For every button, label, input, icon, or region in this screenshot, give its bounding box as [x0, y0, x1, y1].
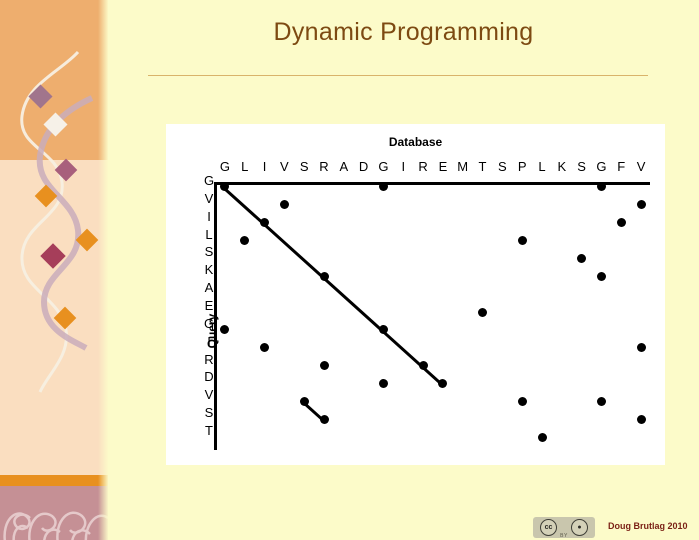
database-letter: E: [438, 159, 448, 174]
database-letter: M: [457, 159, 469, 174]
match-dot-on-path: [319, 271, 329, 281]
page-title: Dynamic Programming: [273, 18, 534, 46]
sidebar-feather-edge: [98, 0, 108, 540]
database-letter: S: [498, 159, 507, 174]
match-dot: [596, 182, 606, 192]
match-dot-on-path: [378, 325, 388, 335]
match-dot: [596, 396, 606, 406]
match-dot: [596, 271, 606, 281]
dotplot-area: [214, 182, 650, 450]
database-letter: I: [262, 159, 267, 174]
match-dot: [319, 361, 329, 371]
match-dot: [299, 396, 309, 406]
query-letter: K: [204, 262, 214, 278]
database-letter: K: [557, 159, 567, 174]
database-letter: G: [596, 159, 607, 174]
paisley-pattern-icon: [3, 511, 108, 540]
match-dot: [517, 236, 527, 246]
match-dot-on-path: [260, 218, 270, 228]
creative-commons-badge[interactable]: cc ● BY: [533, 517, 595, 539]
database-letter: F: [617, 159, 626, 174]
cc-by-label: BY: [560, 533, 568, 539]
figure-title: Database: [388, 135, 443, 149]
ribbon-swirls-icon: [20, 50, 94, 393]
main-diagonal: [222, 186, 443, 386]
match-dot: [240, 236, 250, 246]
match-dot: [517, 396, 527, 406]
match-dot: [636, 343, 646, 353]
author-credit: Doug Brutlag 2010: [608, 521, 688, 531]
query-axis-line: [214, 182, 217, 450]
database-letter: G: [378, 159, 389, 174]
query-letter: S: [204, 244, 214, 260]
match-dot: [220, 325, 230, 335]
match-dot: [478, 307, 488, 317]
match-dot: [279, 200, 289, 210]
cc-by-person-icon: ●: [571, 519, 588, 536]
match-dot: [636, 200, 646, 210]
database-letter: G: [219, 159, 230, 174]
database-letter: V: [636, 159, 646, 174]
match-dot: [260, 343, 270, 353]
query-letter: A: [204, 280, 214, 296]
query-letter: I: [207, 208, 211, 224]
query-letter: R: [204, 351, 214, 367]
database-letter: S: [577, 159, 586, 174]
title-divider: [148, 75, 648, 76]
query-letter: E: [204, 298, 214, 313]
query-letter: I: [207, 333, 211, 349]
match-dot: [577, 253, 587, 263]
query-letter: G: [203, 172, 215, 188]
query-letter: D: [204, 369, 214, 385]
database-letter: T: [478, 159, 487, 174]
match-dot: [636, 414, 646, 424]
database-letter: L: [538, 159, 546, 174]
query-letter: V: [204, 190, 214, 206]
query-letter: S: [204, 405, 214, 421]
database-letter: D: [358, 159, 369, 174]
database-letter: L: [241, 159, 249, 174]
database-letter: S: [299, 159, 309, 174]
decorative-sidebar: [0, 0, 108, 540]
database-letter: V: [280, 159, 289, 174]
match-dot-on-path: [418, 361, 428, 371]
match-dot: [378, 182, 388, 192]
sidebar-orange-rule: [0, 475, 108, 486]
query-letter: L: [205, 226, 213, 242]
database-letter: P: [517, 159, 527, 174]
database-letter: A: [339, 159, 349, 174]
database-axis-line: [214, 182, 650, 185]
match-dot-on-path: [220, 182, 230, 192]
query-letter: T: [205, 423, 213, 439]
match-dot: [616, 218, 626, 228]
match-dot: [378, 378, 388, 388]
database-letter: R: [418, 159, 428, 174]
query-letter: G: [203, 315, 215, 331]
sidebar-paisley-band: [0, 486, 108, 540]
cc-logo-icon: cc: [540, 519, 557, 536]
query-letter: V: [204, 387, 214, 403]
database-letter: R: [319, 159, 329, 174]
match-dot: [319, 414, 329, 424]
short-diagonal: [302, 401, 324, 422]
database-letter: I: [401, 159, 406, 174]
match-dot-on-path: [438, 378, 448, 388]
match-dot: [537, 432, 547, 442]
